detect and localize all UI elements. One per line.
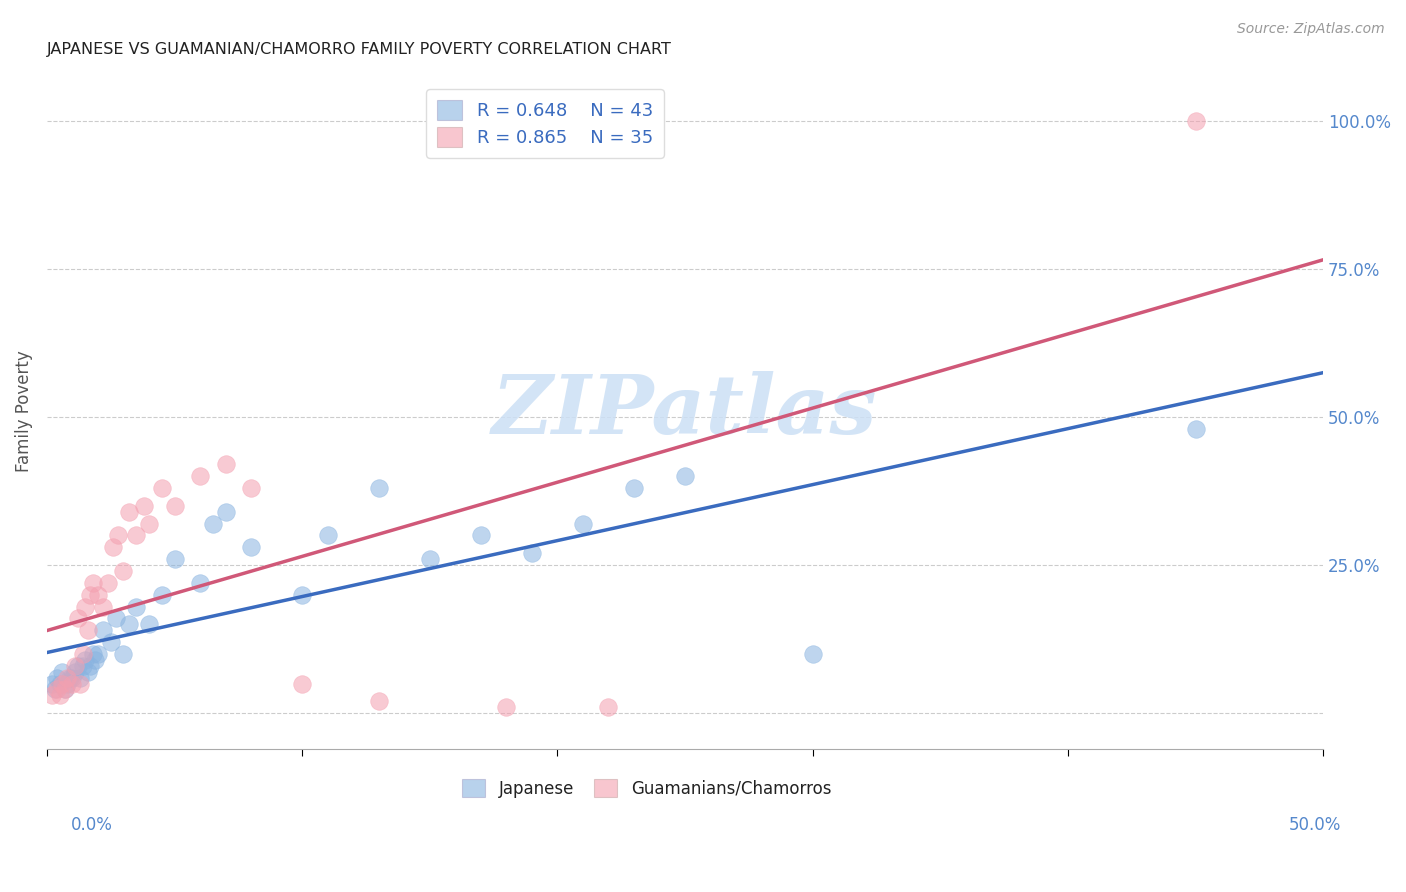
Point: [419, 552, 441, 566]
Text: ZIPatlas: ZIPatlas: [492, 371, 877, 451]
Point: [520, 546, 543, 560]
Point: [69, 676, 91, 690]
Point: [138, 516, 160, 531]
Point: [91, 624, 114, 638]
Point: [104, 611, 127, 625]
Point: [201, 516, 224, 531]
Point: [291, 588, 314, 602]
Point: [470, 528, 492, 542]
Point: [87, 647, 110, 661]
Point: [75, 653, 97, 667]
Point: [53, 682, 76, 697]
Point: [63, 665, 86, 679]
Point: [163, 499, 186, 513]
Point: [150, 481, 173, 495]
Point: [163, 552, 186, 566]
Point: [62, 676, 84, 690]
Point: [79, 658, 101, 673]
Point: [59, 671, 82, 685]
Point: [51, 676, 73, 690]
Point: [91, 599, 114, 614]
Point: [188, 575, 211, 590]
Point: [240, 541, 263, 555]
Point: [623, 481, 645, 495]
Point: [103, 541, 125, 555]
Point: [44, 682, 66, 697]
Point: [97, 575, 120, 590]
Point: [87, 588, 110, 602]
Point: [72, 658, 94, 673]
Point: [41, 689, 63, 703]
Point: [76, 624, 98, 638]
Point: [53, 682, 76, 697]
Point: [63, 658, 86, 673]
Point: [79, 588, 101, 602]
Point: [150, 588, 173, 602]
Point: [84, 653, 107, 667]
Point: [56, 676, 79, 690]
Point: [125, 599, 148, 614]
Point: [100, 635, 122, 649]
Point: [214, 505, 236, 519]
Point: [495, 700, 517, 714]
Text: Source: ZipAtlas.com: Source: ZipAtlas.com: [1237, 22, 1385, 37]
Point: [316, 528, 339, 542]
Point: [138, 617, 160, 632]
Point: [801, 647, 824, 661]
Legend: Japanese, Guamanians/Chamorros: Japanese, Guamanians/Chamorros: [456, 772, 838, 805]
Point: [41, 676, 63, 690]
Point: [673, 469, 696, 483]
Point: [598, 700, 620, 714]
Point: [367, 481, 389, 495]
Y-axis label: Family Poverty: Family Poverty: [15, 350, 32, 472]
Point: [125, 528, 148, 542]
Point: [367, 694, 389, 708]
Point: [82, 647, 104, 661]
Point: [56, 671, 79, 685]
Point: [107, 528, 129, 542]
Text: 50.0%: 50.0%: [1288, 816, 1341, 834]
Point: [117, 505, 139, 519]
Point: [76, 665, 98, 679]
Point: [48, 676, 70, 690]
Point: [69, 671, 91, 685]
Point: [1184, 422, 1206, 436]
Point: [132, 499, 155, 513]
Point: [1184, 113, 1206, 128]
Point: [240, 481, 263, 495]
Point: [46, 682, 69, 697]
Text: JAPANESE VS GUAMANIAN/CHAMORRO FAMILY POVERTY CORRELATION CHART: JAPANESE VS GUAMANIAN/CHAMORRO FAMILY PO…: [46, 42, 672, 57]
Point: [291, 676, 314, 690]
Point: [66, 611, 89, 625]
Point: [62, 671, 84, 685]
Point: [75, 599, 97, 614]
Point: [82, 575, 104, 590]
Point: [214, 458, 236, 472]
Point: [572, 516, 595, 531]
Point: [112, 647, 135, 661]
Point: [48, 689, 70, 703]
Point: [46, 671, 69, 685]
Point: [188, 469, 211, 483]
Point: [117, 617, 139, 632]
Point: [51, 665, 73, 679]
Text: 0.0%: 0.0%: [70, 816, 112, 834]
Point: [72, 647, 94, 661]
Point: [66, 658, 89, 673]
Point: [112, 564, 135, 578]
